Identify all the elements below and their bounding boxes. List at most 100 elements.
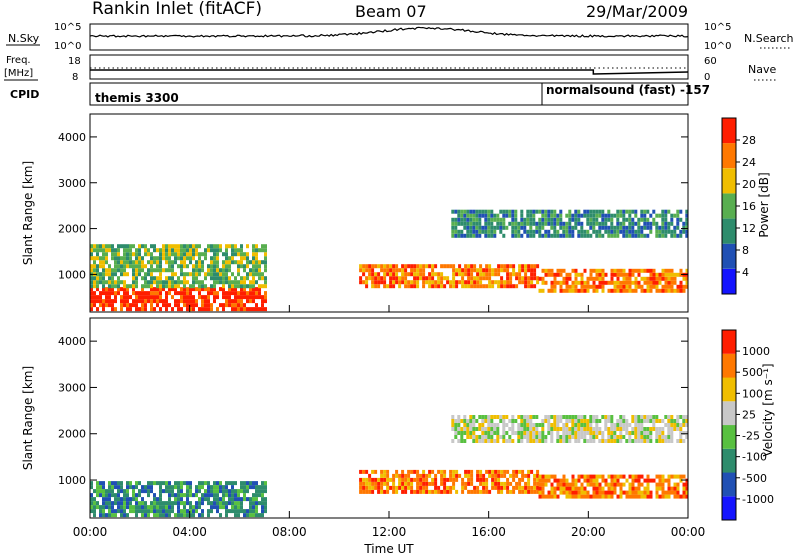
- echo-cell: [487, 435, 491, 439]
- echo-cell: [643, 280, 647, 285]
- echo-cell: [380, 264, 384, 269]
- echo-cell: [493, 217, 497, 222]
- echo-cell: [120, 307, 123, 312]
- echo-cell: [538, 435, 542, 439]
- echo-cell: [177, 485, 180, 490]
- echo-cell: [96, 505, 99, 510]
- echo-cell: [646, 415, 650, 419]
- echo-cell: [604, 229, 608, 234]
- echo-cell: [490, 419, 494, 423]
- echo-cell: [264, 299, 267, 304]
- echo-cell: [105, 497, 108, 502]
- echo-cell: [649, 490, 653, 495]
- echo-cell: [481, 225, 485, 230]
- echo-cell: [479, 264, 483, 269]
- colorbar-tick-label: 4: [742, 266, 749, 279]
- echo-cell: [616, 427, 620, 431]
- echo-cell: [469, 427, 473, 431]
- echo-cell: [392, 264, 396, 269]
- echo-cell: [135, 497, 138, 502]
- echo-cell: [231, 501, 234, 506]
- echo-cell: [108, 513, 111, 518]
- echo-cell: [667, 478, 671, 483]
- echo-cell: [529, 431, 533, 435]
- echo-cell: [649, 435, 653, 439]
- echo-cell: [478, 217, 482, 222]
- echo-cell: [667, 486, 671, 491]
- echo-cell: [670, 435, 674, 439]
- echo-cell: [156, 505, 159, 510]
- echo-cell: [422, 268, 426, 273]
- echo-cell: [631, 431, 635, 435]
- echo-cell: [383, 264, 387, 269]
- echo-cell: [553, 209, 557, 214]
- echo-cell: [538, 494, 542, 499]
- echo-cell: [628, 423, 632, 427]
- echo-cell: [541, 482, 545, 487]
- echo-cell: [470, 276, 474, 281]
- echo-cell: [628, 221, 632, 226]
- echo-cell: [90, 299, 93, 304]
- echo-cell: [619, 482, 623, 487]
- colorbar-frame: [721, 329, 737, 521]
- echo-cell: [514, 225, 518, 230]
- echo-cell: [225, 260, 228, 265]
- echo-cell: [472, 209, 476, 214]
- echo-cell: [114, 256, 117, 261]
- echo-cell: [553, 490, 557, 495]
- echo-cell: [195, 264, 198, 269]
- echo-cell: [479, 284, 483, 289]
- echo-cell: [183, 501, 186, 506]
- echo-cell: [649, 427, 653, 431]
- echo-cell: [487, 439, 491, 443]
- echo-cell: [153, 513, 156, 518]
- echo-cell: [506, 469, 510, 474]
- echo-cell: [652, 217, 656, 222]
- echo-cell: [153, 501, 156, 506]
- echo-cell: [664, 494, 668, 499]
- echo-cell: [568, 209, 572, 214]
- echo-cell: [419, 473, 423, 478]
- echo-cell: [493, 213, 497, 218]
- echo-cell: [643, 486, 647, 491]
- echo-cell: [174, 252, 177, 257]
- echo-cell: [264, 276, 267, 281]
- echo-cell: [475, 419, 479, 423]
- echo-cell: [168, 501, 171, 506]
- echo-cell: [595, 209, 599, 214]
- x-tick-label: 12:00: [372, 525, 407, 539]
- echo-cell: [201, 481, 204, 486]
- echo-cell: [646, 419, 650, 423]
- echo-cell: [129, 256, 132, 261]
- echo-cell: [153, 287, 156, 292]
- echo-cell: [386, 272, 390, 277]
- echo-cell: [410, 268, 414, 273]
- echo-cell: [252, 287, 255, 292]
- echo-cell: [490, 229, 494, 234]
- echo-cell: [514, 419, 518, 423]
- echo-cell: [595, 415, 599, 419]
- echo-cell: [490, 415, 494, 419]
- echo-cell: [192, 284, 195, 289]
- echo-cell: [466, 427, 470, 431]
- colorbar-tick-label: -25: [742, 430, 760, 443]
- echo-cell: [520, 435, 524, 439]
- echo-cell: [455, 268, 459, 273]
- echo-cell: [541, 427, 545, 431]
- echo-cell: [255, 260, 258, 265]
- echo-cell: [518, 268, 522, 273]
- echo-cell: [389, 276, 393, 281]
- echo-cell: [682, 474, 686, 479]
- echo-cell: [607, 229, 611, 234]
- echo-cell: [246, 295, 249, 300]
- echo-cell: [538, 288, 542, 293]
- echo-cell: [491, 485, 495, 490]
- echo-cell: [90, 291, 93, 296]
- echo-cell: [577, 288, 581, 293]
- echo-cell: [132, 287, 135, 292]
- echo-cell: [404, 489, 408, 494]
- echo-cell: [258, 501, 261, 506]
- echo-cell: [225, 264, 228, 269]
- echo-cell: [437, 284, 441, 289]
- echo-cell: [395, 276, 399, 281]
